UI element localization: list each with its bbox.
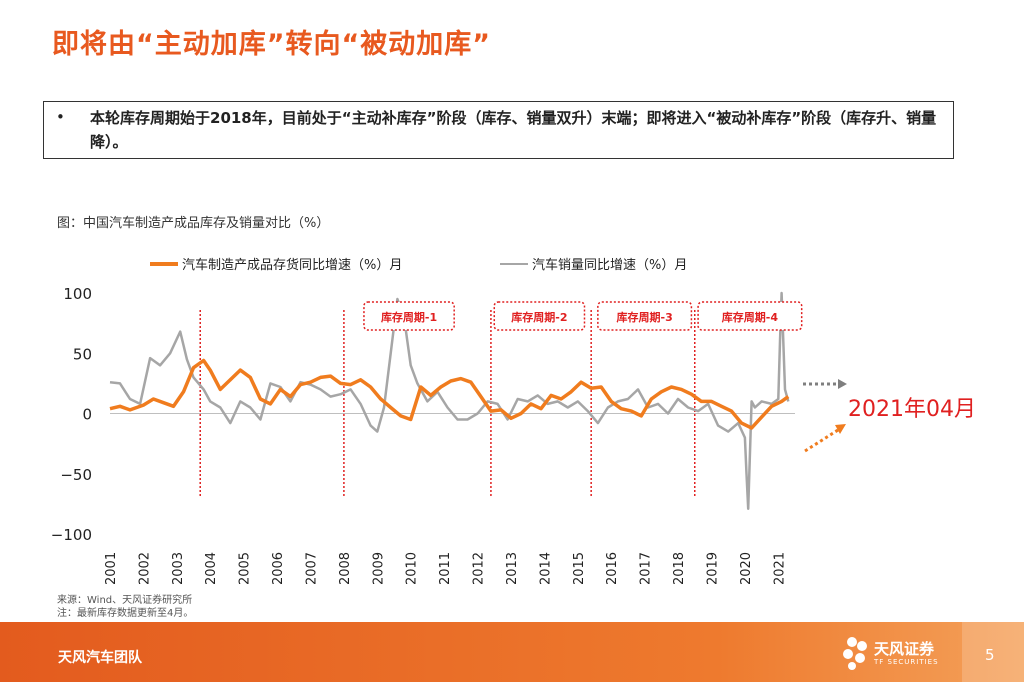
source-line-1: 来源：Wind、天风证券研究所 [57, 595, 193, 606]
footer-highlight [962, 622, 1024, 682]
cycle-box [697, 301, 803, 331]
chart-annotation: 2021年04月 [848, 397, 976, 422]
footer-team: 天风汽车团队 [58, 650, 142, 666]
sales-series-line [109, 291, 790, 510]
footer-brand-en: TF SECURITIES [874, 658, 939, 666]
annotation-arrow-orange [804, 428, 839, 453]
brand-logo-icon [843, 637, 867, 670]
x-tick-label: 2002 [137, 552, 152, 585]
x-tick-label: 2018 [672, 552, 687, 585]
x-tick-label: 2003 [171, 552, 186, 585]
y-tick-label: 0 [82, 406, 92, 424]
cycle-box [597, 301, 693, 331]
x-tick-label: 2004 [204, 552, 219, 585]
x-tick-label: 2007 [304, 552, 319, 585]
cycle-box [493, 301, 586, 331]
legend-inventory: 汽车制造产成品存货同比增速（%）月 [150, 254, 402, 273]
summary-text: 本轮库存周期始于2018年，目前处于“主动补库存”阶段（库存、销量双升）末端；即… [90, 109, 937, 151]
cycle-box-label: 库存周期-1 [381, 310, 437, 324]
summary-box: • 本轮库存周期始于2018年，目前处于“主动补库存”阶段（库存、销量双升）末端… [43, 101, 954, 159]
x-tick-label: 2011 [438, 552, 453, 585]
x-tick-label: 2010 [405, 552, 420, 585]
cycle-dividers [199, 310, 696, 497]
x-tick-label: 2017 [639, 552, 654, 585]
x-tick-label: 2008 [338, 552, 353, 585]
source-line-2: 注：最新库存数据更新至4月。 [57, 608, 194, 619]
page-number: 5 [985, 646, 995, 664]
y-tick-label: −100 [51, 526, 92, 544]
legend-label-inventory: 汽车制造产成品存货同比增速（%）月 [182, 258, 403, 273]
chart-series [109, 291, 790, 510]
x-tick-label: 2012 [472, 552, 487, 585]
x-tick-label: 2014 [538, 552, 553, 585]
footer-brand: 天风证券 [874, 640, 935, 658]
legend-swatch-sales [500, 262, 528, 265]
x-tick-label: 2016 [605, 552, 620, 585]
inventory-series-line [109, 358, 790, 430]
y-tick-label: 100 [63, 285, 92, 303]
x-tick-label: 2009 [371, 552, 386, 585]
chart-annotation-group: 2021年04月 [803, 379, 976, 453]
x-tick-label: 2013 [505, 552, 520, 585]
annotation-arrowhead-gray [838, 379, 847, 389]
annotation-arrowhead-orange [835, 424, 846, 434]
y-tick-label: 50 [73, 345, 92, 363]
x-tick-label: 2006 [271, 552, 286, 585]
legend-swatch-inventory [150, 261, 178, 266]
bullet-marker: • [56, 108, 65, 126]
x-tick-label: 2005 [238, 552, 253, 585]
cycle-box-label: 库存周期-3 [617, 310, 673, 324]
x-tick-label: 2015 [572, 552, 587, 585]
footer-bar: 天风汽车团队 天风证券 TF SECURITIES 5 [0, 622, 1024, 682]
legend-sales: 汽车销量同比增速（%）月 [500, 254, 687, 273]
legend-label-sales: 汽车销量同比增速（%）月 [532, 258, 688, 273]
cycle-box-label: 库存周期-2 [511, 310, 567, 324]
y-tick-label: −50 [60, 466, 92, 484]
chart-caption: 图：中国汽车制造产成品库存及销量对比（%） [57, 216, 330, 231]
x-tick-label: 2019 [705, 552, 720, 585]
inventory-sales-chart: 100 50 0 −50 −100 2001 2002 2003 2004 2005 2006 200… [51, 285, 976, 585]
x-tick-label: 2001 [104, 552, 119, 585]
cycle-box [363, 301, 455, 331]
cycle-boxes: 库存周期-1 库存周期-2 库存周期-3 库存周期-4 [363, 301, 803, 331]
x-tick-label: 2020 [739, 552, 754, 585]
cycle-box-label: 库存周期-4 [722, 310, 779, 324]
page-title: 即将由“主动加库”转向“被动加库” [52, 29, 491, 60]
x-tick-label: 2021 [772, 552, 787, 585]
source-note: 来源：Wind、天风证券研究所 注：最新库存数据更新至4月。 [57, 594, 193, 620]
